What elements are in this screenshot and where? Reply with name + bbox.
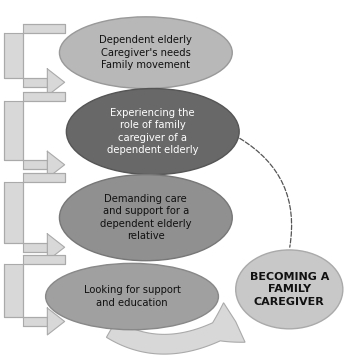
Ellipse shape [66,89,239,175]
Polygon shape [47,234,65,261]
Ellipse shape [59,175,232,261]
Bar [23,92,65,101]
Bar [23,255,65,264]
Ellipse shape [236,250,343,329]
Bar [23,243,47,252]
Bar [23,160,47,169]
Text: BECOMING A
FAMILY
CAREGIVER: BECOMING A FAMILY CAREGIVER [249,272,329,307]
Bar [4,182,23,243]
Polygon shape [47,69,65,96]
Polygon shape [47,308,65,335]
Polygon shape [107,303,245,354]
Text: Dependent elderly
Caregiver's needs
Family movement: Dependent elderly Caregiver's needs Fami… [99,35,192,70]
Bar [23,78,47,87]
Bar [4,101,23,160]
Text: Looking for support
and education: Looking for support and education [84,285,180,308]
Bar [4,264,23,317]
Bar [23,24,65,33]
Ellipse shape [59,17,232,89]
Text: Experiencing the
role of family
caregiver of a
dependent elderly: Experiencing the role of family caregive… [107,108,198,155]
Bar [4,33,23,78]
Ellipse shape [45,264,218,330]
Bar [23,173,65,182]
Polygon shape [47,151,65,178]
Text: Demanding care
and support for a
dependent elderly
relative: Demanding care and support for a depende… [100,194,192,241]
Bar [23,317,47,326]
